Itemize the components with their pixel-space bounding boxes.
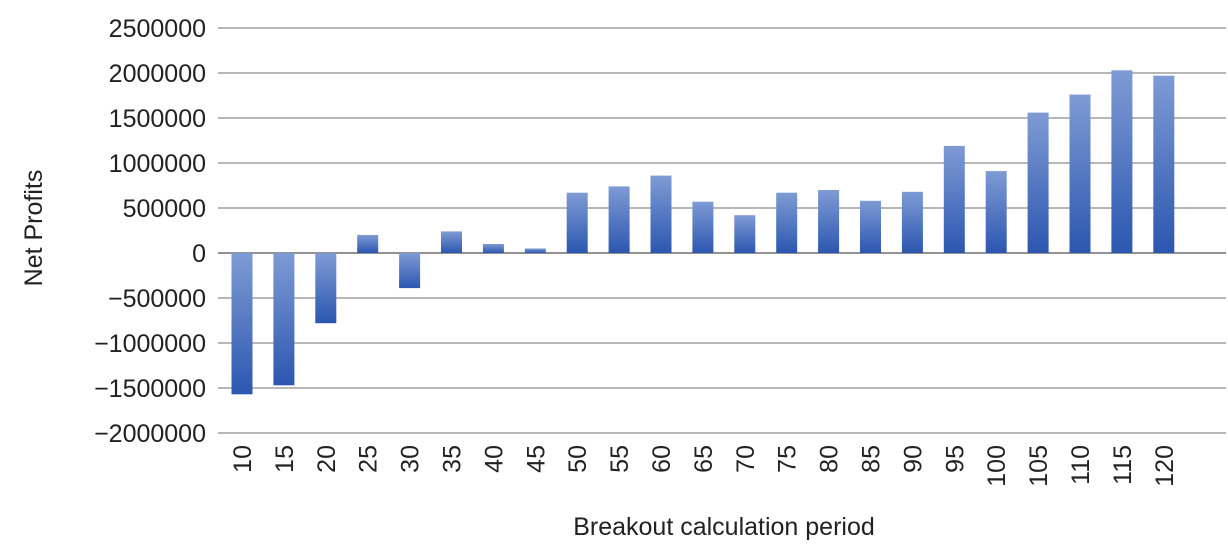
y-tick-label: 2500000 — [109, 15, 206, 43]
bar-15 — [273, 253, 295, 386]
x-tick-label: 110 — [1067, 445, 1095, 485]
y-tick-label: 1000000 — [109, 150, 206, 178]
x-tick-label: 70 — [732, 445, 760, 473]
x-tick-label: 55 — [606, 445, 634, 473]
x-tick-label: 115 — [1109, 445, 1137, 485]
x-tick-label: 75 — [774, 445, 802, 473]
y-tick-label: −2000000 — [94, 420, 206, 448]
bar-115 — [1111, 70, 1133, 253]
x-tick-label: 95 — [941, 445, 969, 473]
x-tick-label: 50 — [564, 445, 592, 473]
bar-85 — [860, 200, 881, 253]
bar-25 — [357, 235, 379, 253]
bar-20 — [315, 253, 337, 324]
x-tick-label: 10 — [229, 445, 257, 473]
x-tick-label: 20 — [313, 445, 341, 473]
bar-40 — [482, 244, 504, 253]
bar-80 — [818, 190, 840, 253]
gridlines — [218, 27, 1226, 434]
x-tick-label: 120 — [1151, 445, 1179, 487]
y-tick-label: 0 — [192, 240, 206, 268]
x-tick-label: 45 — [522, 445, 550, 473]
bar-50 — [566, 192, 588, 253]
bar-35 — [441, 231, 462, 253]
x-tick-label: 15 — [271, 445, 299, 473]
y-tick-labels: 2500000 2000000 1500000 1000000 500000 0 −5000… — [94, 15, 206, 448]
y-tick-label: 500000 — [123, 195, 206, 223]
y-tick-label: −1000000 — [94, 330, 206, 358]
bar-10 — [231, 253, 253, 395]
y-tick-label: 1500000 — [109, 105, 206, 133]
x-axis-title: Breakout calculation period — [573, 513, 875, 541]
bar-105 — [1027, 112, 1049, 253]
bar-70 — [734, 215, 756, 253]
bar-120 — [1153, 75, 1175, 253]
x-tick-label: 30 — [397, 445, 425, 473]
x-tick-label: 40 — [480, 445, 508, 473]
x-tick-label: 25 — [355, 445, 383, 473]
x-tick-label: 100 — [983, 445, 1011, 487]
x-tick-label: 105 — [1025, 445, 1053, 487]
x-tick-label: 85 — [858, 445, 886, 473]
x-tick-label: 80 — [816, 445, 844, 473]
x-tick-label: 35 — [439, 445, 467, 473]
bar-55 — [608, 186, 630, 253]
bar-95 — [943, 145, 965, 253]
y-axis-title: Net Profits — [20, 170, 48, 287]
y-tick-label: 2000000 — [109, 60, 206, 88]
bars — [231, 70, 1175, 395]
x-tick-label: 60 — [648, 445, 676, 473]
y-tick-label: −1500000 — [94, 375, 206, 403]
bar-45 — [524, 248, 546, 253]
bar-65 — [692, 201, 714, 253]
bar-30 — [399, 253, 421, 289]
x-tick-labels: 10 15 20 25 30 35 40 45 50 55 60 65 70 75 80 85 90 95 100 1… — [229, 445, 1179, 487]
bar-75 — [776, 192, 798, 253]
bar-110 — [1069, 94, 1091, 253]
y-tick-label: −500000 — [108, 285, 206, 313]
x-tick-label: 90 — [899, 445, 927, 473]
bar-100 — [985, 171, 1007, 253]
x-tick-label: 65 — [690, 445, 718, 473]
bar-60 — [650, 175, 672, 253]
bar-90 — [901, 191, 923, 253]
